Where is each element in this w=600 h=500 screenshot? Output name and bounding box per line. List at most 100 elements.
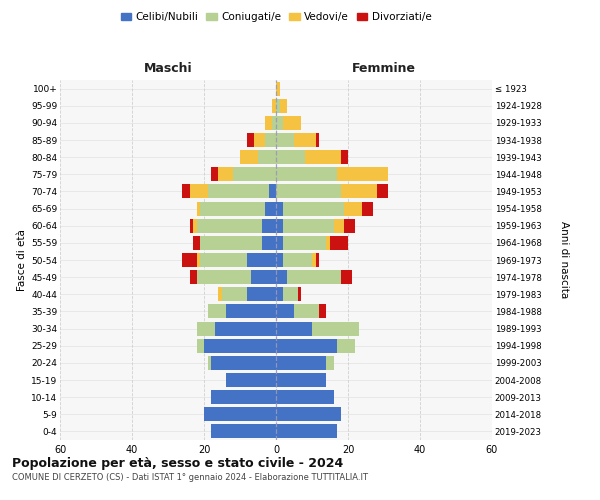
Bar	[319, 304, 326, 318]
Bar	[254, 133, 265, 147]
Bar	[193, 236, 200, 250]
Bar	[280, 98, 287, 112]
Bar	[276, 116, 283, 130]
Bar	[247, 253, 276, 267]
Bar	[276, 390, 334, 404]
Bar	[341, 184, 377, 198]
Bar	[247, 133, 254, 147]
Bar	[276, 98, 280, 112]
Bar	[330, 236, 348, 250]
Bar	[276, 288, 283, 302]
Bar	[272, 98, 276, 112]
Bar	[326, 236, 330, 250]
Bar	[197, 218, 262, 232]
Bar	[294, 133, 316, 147]
Bar	[276, 270, 287, 284]
Bar	[265, 202, 276, 215]
Bar	[276, 184, 341, 198]
Bar	[276, 202, 283, 215]
Bar	[182, 253, 197, 267]
Bar	[211, 390, 276, 404]
Bar	[377, 184, 388, 198]
Bar	[341, 270, 352, 284]
Bar	[193, 218, 197, 232]
Bar	[269, 184, 276, 198]
Bar	[211, 168, 218, 181]
Bar	[218, 168, 233, 181]
Bar	[240, 150, 258, 164]
Bar	[208, 356, 211, 370]
Bar	[276, 133, 294, 147]
Bar	[276, 82, 280, 96]
Bar	[341, 150, 348, 164]
Bar	[262, 218, 276, 232]
Text: Maschi: Maschi	[143, 62, 193, 75]
Bar	[305, 150, 341, 164]
Bar	[211, 424, 276, 438]
Bar	[190, 184, 208, 198]
Legend: Celibi/Nubili, Coniugati/e, Vedovi/e, Divorziati/e: Celibi/Nubili, Coniugati/e, Vedovi/e, Di…	[116, 8, 436, 26]
Bar	[226, 304, 276, 318]
Bar	[276, 322, 312, 336]
Bar	[283, 253, 312, 267]
Bar	[362, 202, 373, 215]
Bar	[276, 338, 337, 352]
Bar	[312, 253, 316, 267]
Bar	[276, 253, 283, 267]
Y-axis label: Anni di nascita: Anni di nascita	[559, 222, 569, 298]
Bar	[258, 150, 276, 164]
Bar	[283, 116, 301, 130]
Bar	[190, 218, 193, 232]
Bar	[334, 218, 344, 232]
Bar	[197, 253, 200, 267]
Bar	[215, 322, 276, 336]
Bar	[265, 116, 272, 130]
Bar	[208, 304, 226, 318]
Bar	[197, 202, 200, 215]
Bar	[316, 253, 319, 267]
Bar	[204, 338, 276, 352]
Bar	[190, 270, 197, 284]
Bar	[276, 408, 341, 422]
Y-axis label: Fasce di età: Fasce di età	[17, 229, 27, 291]
Bar	[276, 236, 283, 250]
Bar	[197, 322, 215, 336]
Bar	[197, 270, 251, 284]
Bar	[182, 184, 190, 198]
Bar	[204, 408, 276, 422]
Bar	[283, 218, 334, 232]
Bar	[276, 168, 337, 181]
Bar	[208, 184, 269, 198]
Bar	[276, 424, 337, 438]
Bar	[251, 270, 276, 284]
Bar	[316, 133, 319, 147]
Bar	[276, 373, 326, 387]
Bar	[200, 202, 265, 215]
Bar	[272, 116, 276, 130]
Bar	[211, 356, 276, 370]
Bar	[265, 133, 276, 147]
Bar	[283, 202, 344, 215]
Bar	[197, 338, 204, 352]
Bar	[276, 304, 294, 318]
Bar	[326, 356, 334, 370]
Bar	[283, 288, 298, 302]
Bar	[344, 218, 355, 232]
Bar	[337, 168, 388, 181]
Bar	[283, 236, 326, 250]
Bar	[276, 356, 326, 370]
Bar	[312, 322, 359, 336]
Bar	[262, 236, 276, 250]
Bar	[276, 150, 305, 164]
Bar	[294, 304, 319, 318]
Bar	[337, 338, 355, 352]
Text: Femmine: Femmine	[352, 62, 416, 75]
Bar	[287, 270, 341, 284]
Bar	[344, 202, 362, 215]
Bar	[200, 236, 262, 250]
Bar	[276, 218, 283, 232]
Bar	[226, 373, 276, 387]
Bar	[222, 288, 247, 302]
Bar	[200, 253, 247, 267]
Bar	[218, 288, 222, 302]
